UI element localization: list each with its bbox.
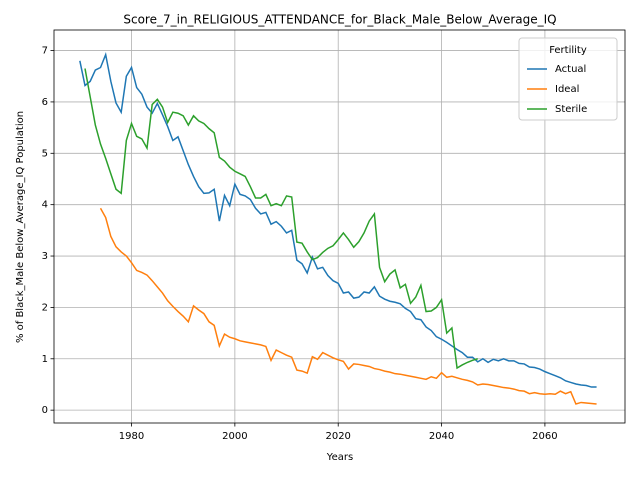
y-tick-label: 3: [42, 251, 48, 262]
y-tick-label: 5: [42, 148, 48, 159]
x-tick-label: 1980: [119, 431, 144, 442]
legend-label: Ideal: [555, 84, 579, 95]
x-tick-label: 2060: [532, 431, 557, 442]
y-tick-label: 2: [42, 302, 48, 313]
data-line: [99, 207, 597, 405]
y-tick-label: 0: [42, 405, 48, 416]
legend-title: Fertility: [549, 45, 587, 56]
y-tick-label: 4: [42, 200, 48, 211]
plot-frame: [53, 29, 626, 424]
x-axis-label: Years: [326, 452, 353, 463]
y-tick-label: 7: [42, 46, 48, 57]
x-tick-label: 2000: [222, 431, 247, 442]
y-axis-label: % of Black_Male Below_Average_IQ Populat…: [15, 111, 26, 343]
legend-label: Sterile: [555, 104, 587, 115]
legend-label: Actual: [555, 64, 586, 75]
x-tick-label: 2040: [429, 431, 454, 442]
y-tick-label: 6: [42, 97, 48, 108]
chart-title: Score_7_in_RELIGIOUS_ATTENDANCE_for_Blac…: [123, 13, 556, 27]
data-line: [79, 52, 597, 388]
y-tick-label: 1: [42, 354, 48, 365]
legend-box: [518, 37, 618, 121]
data-line: [84, 68, 478, 370]
x-tick-label: 2020: [325, 431, 350, 442]
